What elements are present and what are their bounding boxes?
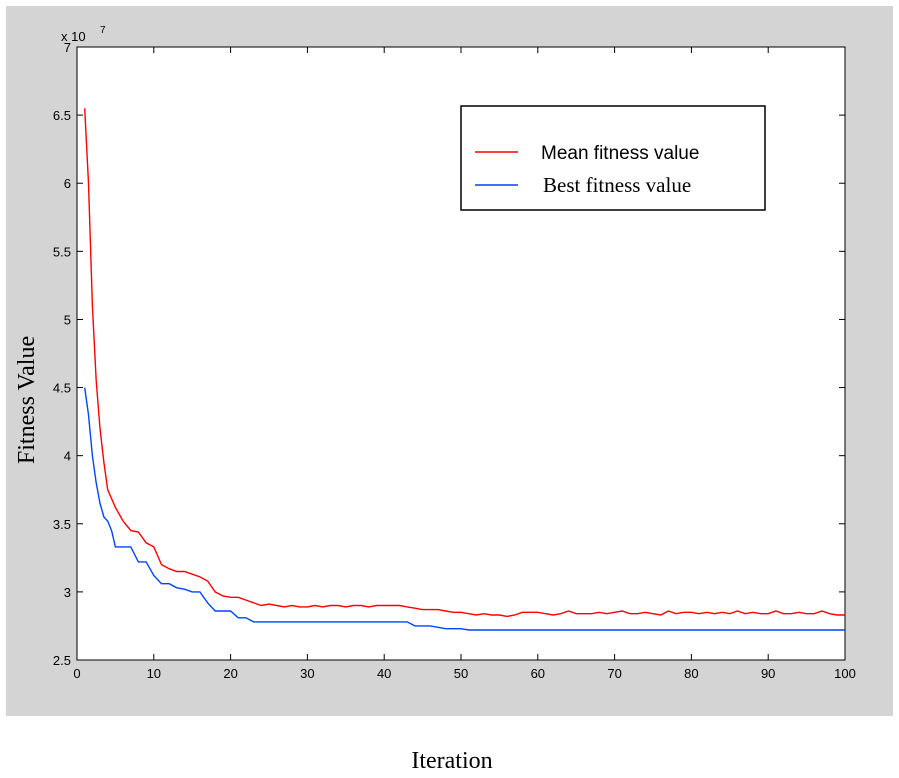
y-axis-exponent-label: x 10 <box>61 29 86 44</box>
series-group <box>84 108 845 631</box>
x-tick-label: 70 <box>607 666 621 681</box>
y-axis-ticks: 2.5 3 3.5 4 4.5 5 5.5 6 6.5 7 <box>53 40 845 668</box>
x-tick-label: 60 <box>531 666 545 681</box>
y-axis-title: Fitness Value <box>14 336 40 464</box>
y-tick-label: 5 <box>64 312 71 327</box>
series-line-mean <box>84 108 845 618</box>
y-tick-label: 2.5 <box>53 653 71 668</box>
y-axis-exponent-power: 7 <box>100 25 106 36</box>
y-tick-label: 3 <box>64 585 71 600</box>
y-tick-label: 3.5 <box>53 517 71 532</box>
x-tick-label: 100 <box>834 666 856 681</box>
legend: Mean fitness value Best fitness value <box>460 105 766 211</box>
x-tick-label: 40 <box>377 666 391 681</box>
y-tick-label: 4.5 <box>53 381 71 396</box>
x-tick-label: 0 <box>73 666 80 681</box>
x-axis-ticks: 0 10 20 30 40 50 60 70 80 90 100 <box>73 47 856 681</box>
y-tick-label: 6.5 <box>53 108 71 123</box>
x-tick-label: 50 <box>454 666 468 681</box>
y-tick-label: 7 <box>64 40 71 55</box>
legend-box <box>460 105 766 211</box>
series-line-best <box>84 387 845 631</box>
x-tick-label: 80 <box>684 666 698 681</box>
y-tick-label: 4 <box>64 449 71 464</box>
y-tick-label: 6 <box>64 176 71 191</box>
x-tick-label: 30 <box>300 666 314 681</box>
x-tick-label: 10 <box>147 666 161 681</box>
x-axis-title: Iteration <box>411 748 492 774</box>
x-tick-label: 90 <box>761 666 775 681</box>
legend-label-mean: Mean fitness value <box>541 143 699 164</box>
legend-label-best: Best fitness value <box>543 173 691 197</box>
y-tick-label: 5.5 <box>53 244 71 259</box>
x-tick-label: 20 <box>223 666 237 681</box>
